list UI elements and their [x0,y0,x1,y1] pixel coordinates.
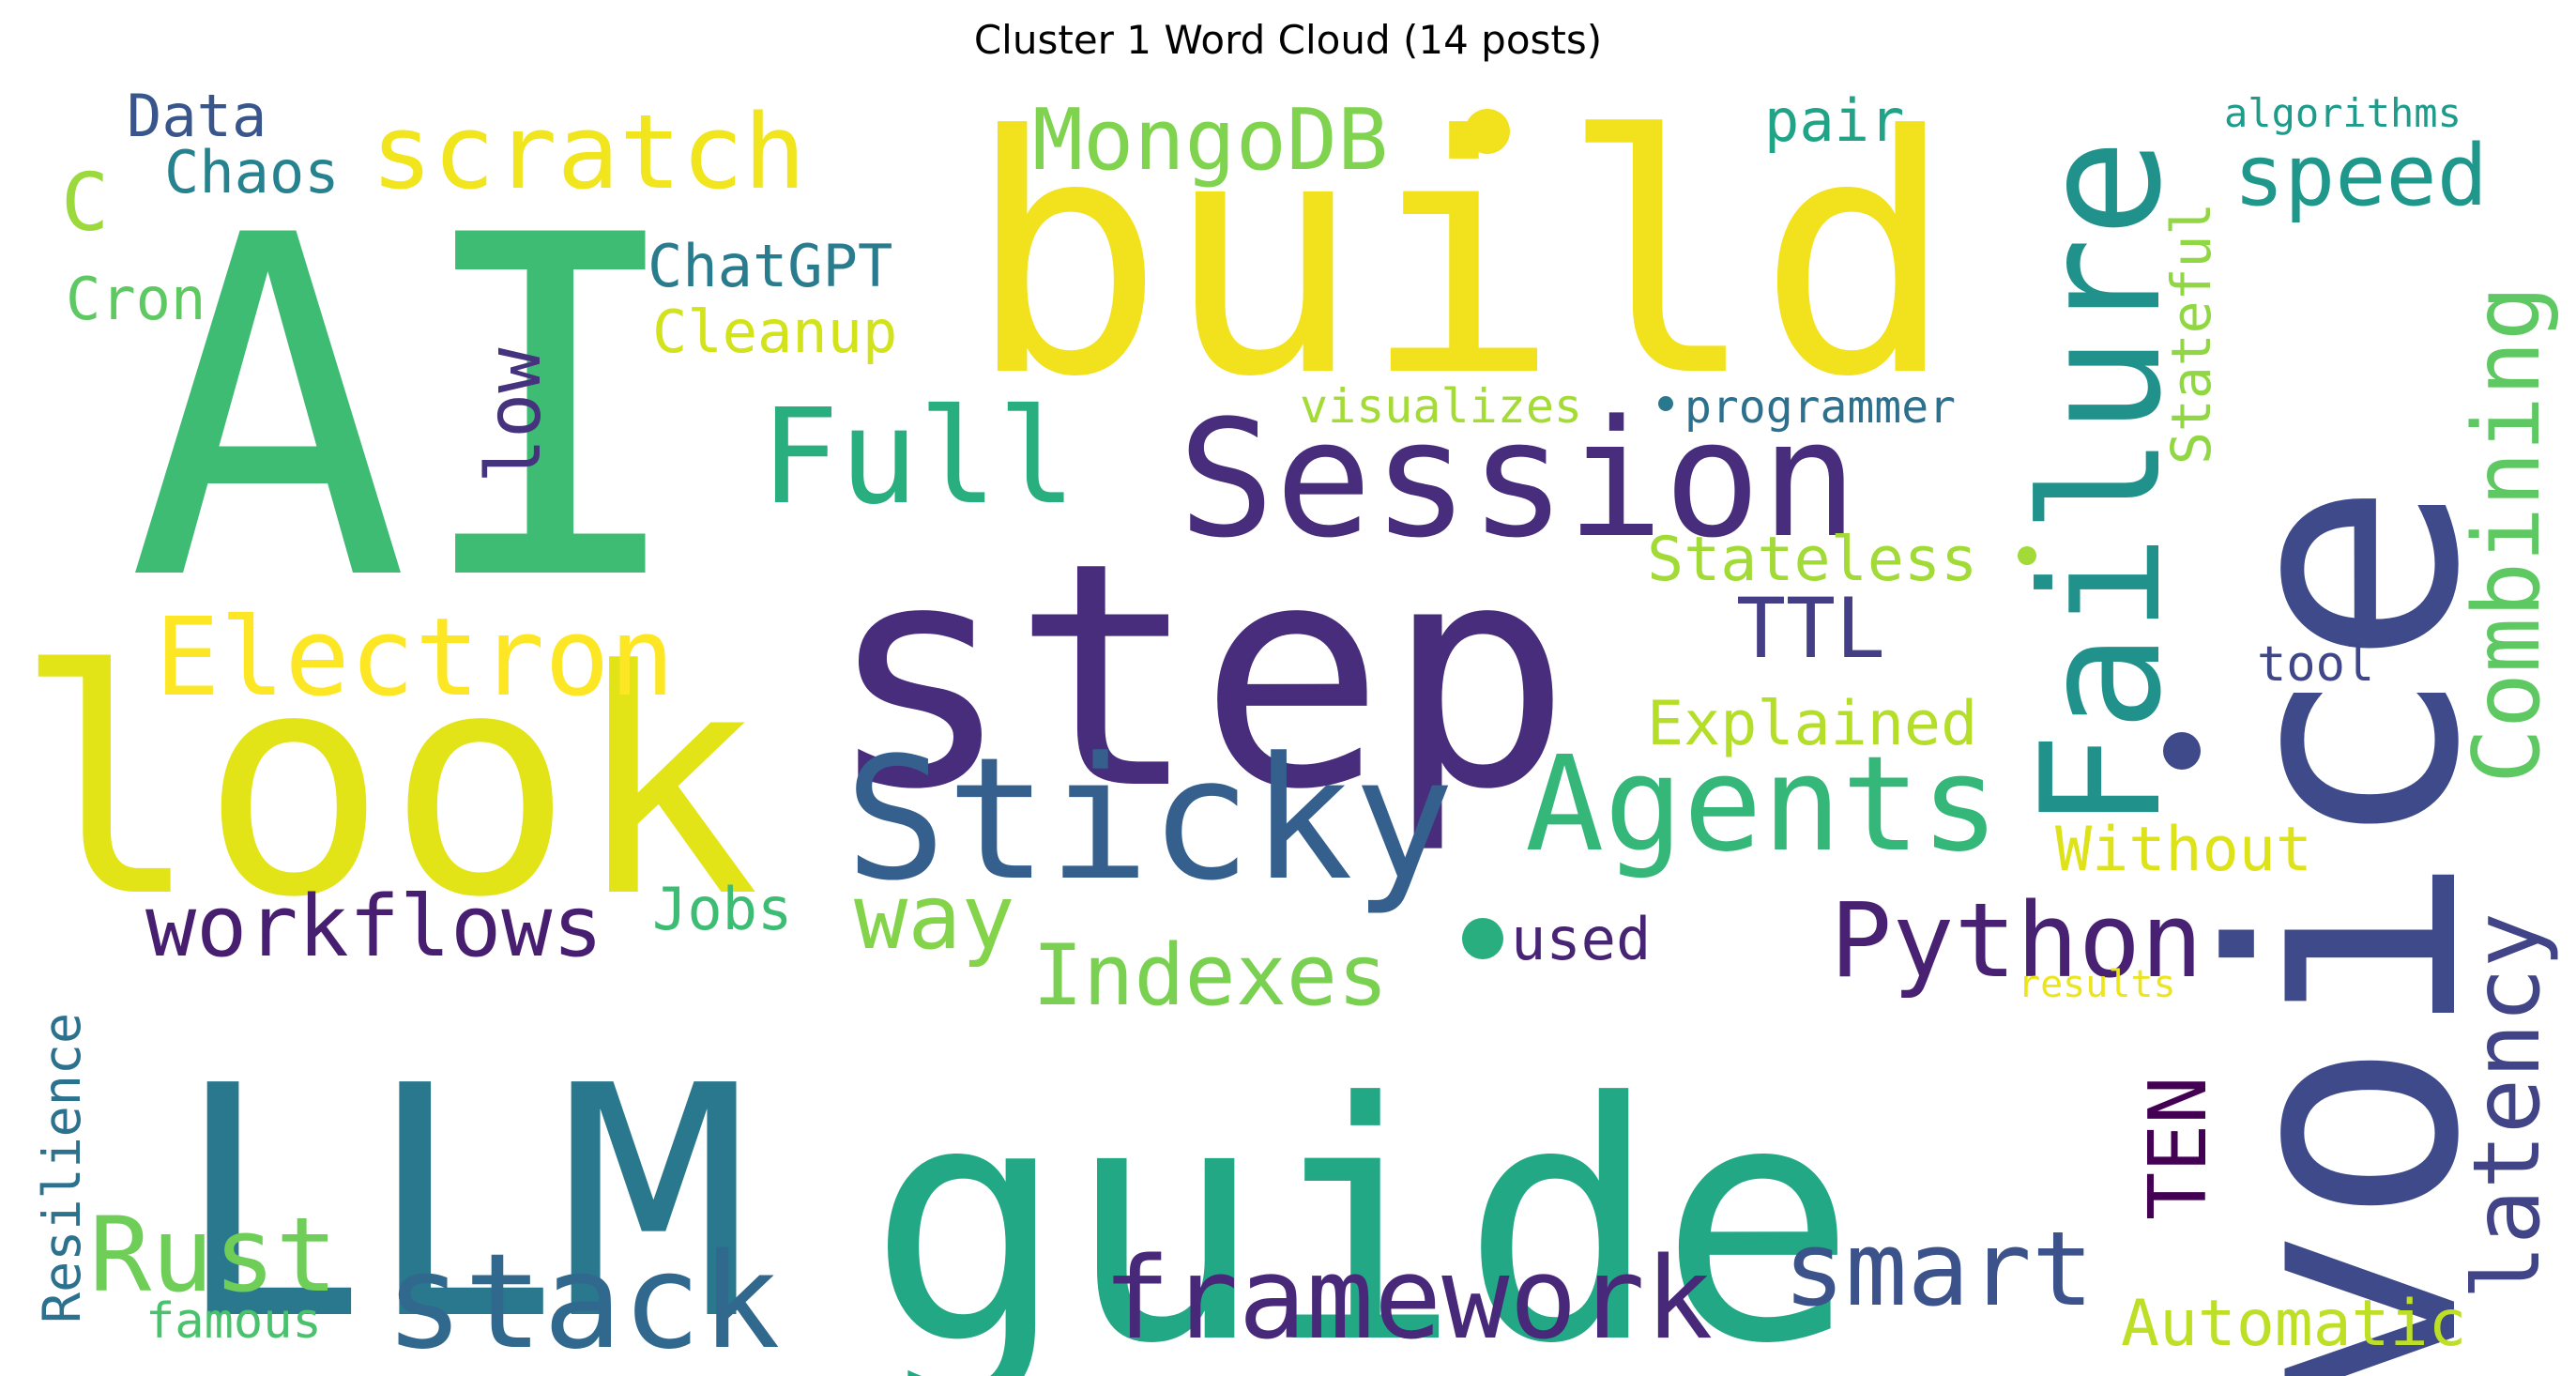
dot-mark [1658,396,1673,411]
word-resilience: Resilience [32,1013,92,1323]
word-llm: LLM [174,1018,750,1376]
word-programmer: programmer [1684,381,1956,434]
word-famous: famous [145,1293,322,1350]
word-chatgpt: ChatGPT [648,232,892,300]
word-stateful: Stateful [2159,203,2223,465]
word-full: Full [760,381,1076,534]
word-algorithms: algorithms [2224,90,2462,136]
word-session: Session [1178,385,1858,573]
word-framework: framework [1103,1234,1713,1365]
word-rust: Rust [89,1195,338,1315]
word-explained: Explained [1647,689,1977,759]
word-data: Data [127,82,267,150]
word-cleanup: Cleanup [652,298,897,366]
word-ai: AI [127,137,692,683]
word-agents: Agents [1525,728,2000,881]
word-scratch: scratch [371,92,806,212]
word-used: used [1511,905,1651,973]
dot-mark [1465,109,1510,154]
word-without: Without [2055,815,2312,885]
word-python: Python [1830,880,2203,1001]
word-voice: voice [2167,481,2527,1376]
word-electron: Electron [155,595,675,721]
word-workflows: workflows [145,878,603,976]
word-build: build [967,66,1956,449]
word-latency: latency [2454,912,2561,1300]
dot-mark [2163,732,2201,770]
word-chaos: Chaos [164,138,340,206]
word-look: look [14,604,760,965]
word-speed: speed [2233,127,2488,225]
word-ten: TEN [2132,1076,2225,1220]
word-smart: smart [1783,1209,2094,1329]
word-failure: Failure [2007,138,2198,831]
word-guide: guide [868,1032,1857,1376]
word-combining: Combining [2454,285,2561,784]
word-step: step [826,497,1572,857]
word-results: results [2018,963,2176,1006]
word-ttl: TTL [1736,580,1885,677]
word-jobs: Jobs [652,875,792,943]
word-tool: tool [2257,636,2374,693]
word-stateless: Stateless [1647,525,1977,595]
dot-mark [2018,546,2036,565]
dot-mark [1462,918,1503,959]
word-mongodb: MongoDB [1032,91,1388,190]
word-way: way [854,866,1015,970]
word-indexes: Indexes [1032,926,1388,1025]
word-stack: stack [385,1226,780,1376]
word-low: low [470,347,557,483]
word-pair: pair [1764,86,1904,155]
chart-title: Cluster 1 Word Cloud (14 posts) [973,17,1603,63]
word-automatic: Automatic [2121,1287,2466,1361]
word-sticky: Sticky [845,722,1455,918]
word-c: C [61,157,109,250]
word-cron: Cron [66,265,206,333]
word-visualizes: visualizes [1300,379,1582,434]
